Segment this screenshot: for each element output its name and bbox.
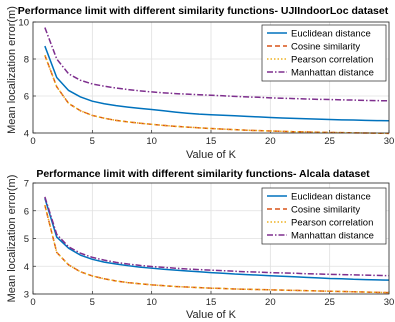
axes-box — [32, 182, 390, 295]
series-line-manhattan-distance — [44, 196, 390, 277]
series-line-euclidean-distance — [44, 45, 390, 122]
x-axis-label: Value of K — [186, 309, 237, 321]
y-tick-label: 8 — [24, 55, 29, 66]
y-tick-label: 10 — [18, 18, 29, 29]
x-tick-label: 25 — [324, 297, 335, 308]
x-tick-label: 25 — [324, 136, 335, 147]
y-tick-label: 3 — [24, 290, 29, 301]
legend-entry-label: Pearson correlation — [291, 55, 373, 66]
series-line-pearson-correlation — [44, 205, 390, 294]
x-tick-label: 5 — [90, 136, 95, 147]
chart-panel-ujiindoorloc: Performance limit with different similar… — [18, 5, 395, 161]
legend-entry-label: Cosine similarity — [291, 42, 360, 53]
axes-box — [32, 21, 390, 134]
legend-entry-label: Manhattan distance — [291, 231, 374, 242]
x-tick-label: 15 — [206, 136, 217, 147]
series-line-manhattan-distance — [44, 27, 390, 102]
y-axis-label: Mean localization error(m) — [6, 175, 18, 303]
legend-entry-label: Euclidean distance — [291, 29, 371, 40]
y-tick-label: 6 — [24, 92, 29, 103]
x-tick-label: 15 — [206, 297, 217, 308]
x-tick-label: 30 — [384, 136, 395, 147]
legend: Euclidean distance Cosine similarity Pears… — [261, 187, 387, 245]
x-tick-label: 10 — [146, 297, 157, 308]
x-tick-label: 10 — [146, 136, 157, 147]
y-tick-label: 7 — [24, 179, 29, 190]
chart-panel-alcala: Performance limit with different similar… — [6, 168, 394, 321]
legend-entry-label: Manhattan distance — [291, 68, 374, 79]
x-tick-label: 0 — [30, 136, 35, 147]
shared-y-axis-label: Mean localization error(m) — [6, 6, 18, 134]
chart-title: Performance limit with different similar… — [18, 5, 389, 17]
y-tick-label: 4 — [24, 262, 29, 273]
legend-entry-label: Euclidean distance — [291, 192, 371, 203]
series-line-cosine-similarity — [44, 55, 390, 135]
y-tick-label: 4 — [24, 129, 29, 140]
legend-entry-label: Cosine similarity — [291, 205, 360, 216]
legend: Euclidean distance Cosine similarity Pears… — [261, 24, 387, 82]
y-tick-label: 6 — [24, 206, 29, 217]
x-tick-label: 5 — [90, 297, 95, 308]
x-tick-label: 20 — [265, 297, 276, 308]
chart-title: Performance limit with different similar… — [36, 168, 370, 180]
legend-entry-label: Pearson correlation — [291, 218, 373, 229]
x-tick-label: 0 — [30, 297, 35, 308]
x-tick-label: 30 — [384, 297, 395, 308]
x-tick-label: 20 — [265, 136, 276, 147]
x-axis-label: Value of K — [186, 149, 237, 161]
series-line-euclidean-distance — [44, 198, 390, 281]
y-tick-label: 5 — [24, 234, 29, 245]
